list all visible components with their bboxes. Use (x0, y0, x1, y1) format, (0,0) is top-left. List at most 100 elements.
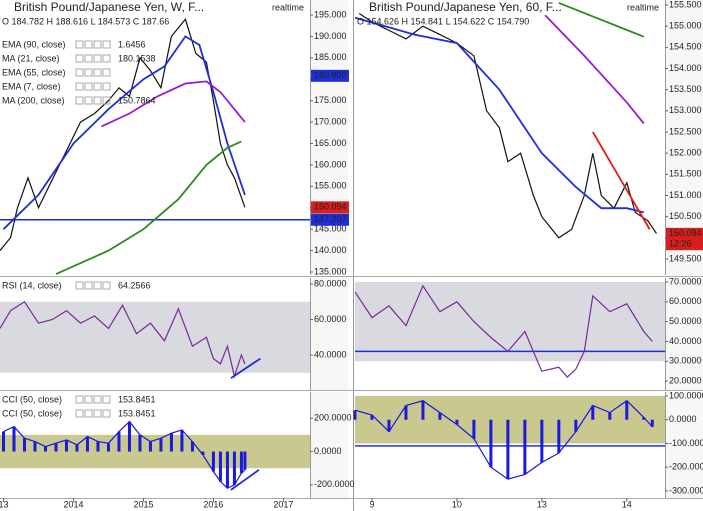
cci-bar (180, 429, 184, 452)
indicator-button (102, 281, 111, 290)
series-line (0, 300, 246, 379)
indicator-button (93, 395, 102, 404)
cci-bar (159, 438, 163, 452)
cci-bar (489, 419, 493, 468)
ohlc: O 184.782 H 188.616 L 184.573 C 187.66 (2, 16, 169, 26)
cci-bar (43, 446, 47, 452)
price-tag (311, 213, 349, 226)
indicator-button (102, 96, 111, 105)
series-line (101, 80, 246, 128)
axis-area (310, 392, 348, 498)
indicator-name: RSI (14, close) (2, 280, 62, 290)
status: realtime (627, 2, 659, 12)
cci-bar (148, 441, 152, 452)
chart-title: British Pound/Japanese Yen, W, F... (14, 0, 204, 14)
indicator-button (84, 409, 93, 418)
indicator-name: EMA (7, close) (2, 81, 61, 91)
cci-bar (404, 405, 408, 420)
cci-bar (12, 426, 16, 452)
cci-bar (64, 439, 68, 452)
chart-title: British Pound/Japanese Yen, 60, F... (369, 0, 562, 14)
y-tick-label: 165.000 (314, 138, 347, 148)
price-tag-label: 150.094 (314, 202, 347, 212)
cci-bar (232, 451, 236, 485)
y-tick-label: 60.0000 (314, 314, 347, 324)
y-tick-label: 0.0000 (669, 414, 697, 424)
x-tick-label: 2017 (273, 499, 293, 509)
y-tick-label: 151.000 (669, 190, 702, 200)
y-tick-label: 0.0000 (314, 446, 342, 456)
y-tick-label: 200.0000 (314, 413, 352, 423)
price-tag (666, 238, 703, 251)
cci-bar (523, 419, 527, 475)
y-tick-label: 152.500 (669, 126, 702, 136)
cci-bar (574, 419, 578, 432)
cci-bar (243, 451, 247, 470)
cci-bar (506, 419, 510, 480)
indicator-name: MA (21, close) (2, 53, 60, 63)
indicator-button (84, 281, 93, 290)
indicator-button (84, 82, 93, 91)
cci-bar (211, 451, 215, 472)
indicator-button (102, 40, 111, 49)
series-line (354, 284, 653, 378)
price-tag-label: 147.207 (314, 214, 347, 224)
y-tick-label: 155.000 (314, 181, 347, 191)
y-tick-label: 190.000 (314, 31, 347, 41)
indicator-button (102, 409, 111, 418)
cci-bar (353, 410, 357, 420)
indicator-button (102, 68, 111, 77)
indicator-button (75, 40, 84, 49)
cci-bar (239, 451, 243, 474)
indicator-value: 180.1538 (118, 53, 156, 63)
price-tag (311, 201, 349, 214)
y-tick-label: 30.0000 (669, 356, 702, 366)
y-tick-label: 60.0000 (669, 296, 702, 306)
price-tag (311, 69, 349, 82)
cci-bar (75, 444, 79, 452)
y-tick-label: 80.0000 (314, 278, 347, 288)
y-tick-label: 154.000 (669, 63, 702, 73)
cci-bar (438, 412, 442, 420)
indicator-name: EMA (55, close) (2, 67, 66, 77)
y-tick-label: 140.000 (314, 245, 347, 255)
indicator-name: CCI (50, close) (2, 394, 62, 404)
cci-bar (650, 419, 654, 427)
zone-band (355, 395, 665, 444)
x-tick-label: 9 (369, 499, 374, 509)
indicator-value: 153.8451 (118, 408, 156, 418)
y-tick-label: 195.000 (314, 9, 347, 19)
y-tick-label: 145.000 (314, 224, 347, 234)
series-line (0, 18, 246, 251)
indicator-button (75, 281, 84, 290)
trend-line (230, 469, 260, 491)
indicator-button (84, 395, 93, 404)
y-tick-label: 170.000 (314, 116, 347, 126)
y-tick-label: -100.0000 (669, 438, 703, 448)
cci-bar (625, 400, 629, 420)
y-tick-label: 40.0000 (669, 336, 702, 346)
indicator-button (102, 54, 111, 63)
y-tick-label: 152.000 (669, 148, 702, 158)
y-tick-label: 20.0000 (669, 375, 702, 385)
price-tag (666, 227, 703, 240)
y-tick-label: 153.500 (669, 84, 702, 94)
y-tick-label: 100.0000 (669, 390, 703, 400)
x-tick-label: 2016 (203, 499, 223, 509)
y-tick-label: 50.0000 (669, 316, 702, 326)
axis-area (310, 278, 348, 390)
cci-bar (421, 400, 425, 420)
cci-bar (127, 421, 131, 452)
indicator-value: 153.8451 (118, 394, 156, 404)
cci-bar (591, 405, 595, 420)
price-tag-label: 12:26 (669, 239, 692, 249)
price-tag-label: 180.800 (314, 70, 347, 80)
cci-bar (169, 433, 173, 452)
y-tick-label: -200.0000 (669, 462, 703, 472)
indicator-button (93, 281, 102, 290)
x-tick-label: 14 (622, 499, 632, 509)
cci-bar (472, 419, 476, 439)
indicator-button (75, 409, 84, 418)
zone-band (0, 301, 310, 373)
